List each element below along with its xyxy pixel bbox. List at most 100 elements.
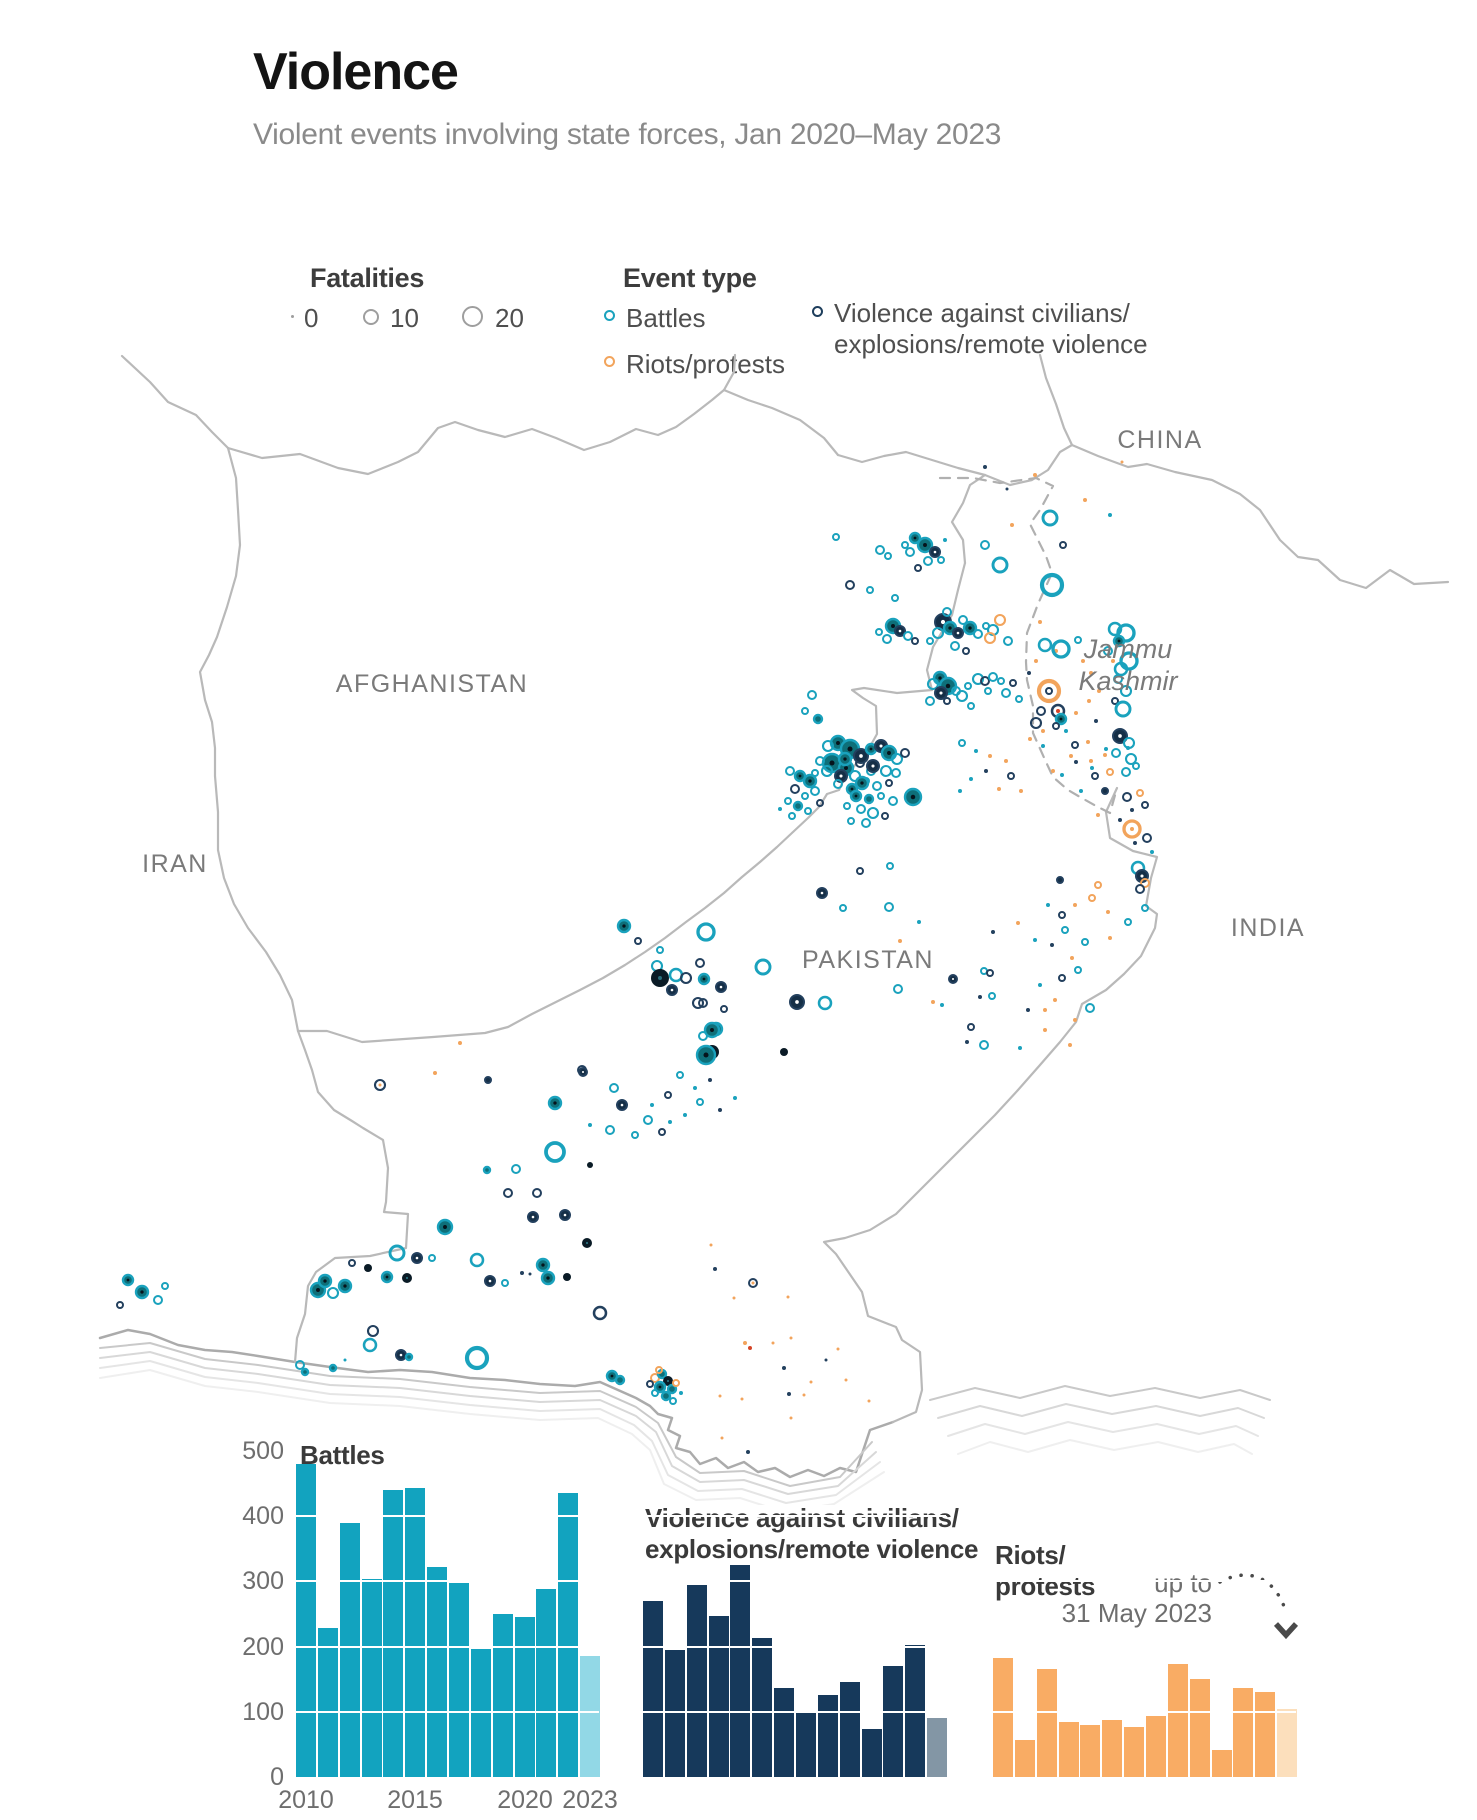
x-tick-2023: 2023 [562, 1786, 618, 1814]
bar-2019 [1189, 1679, 1210, 1777]
map-label-afghanistan: AFGHANISTAN [336, 670, 528, 698]
bar-2012 [686, 1585, 707, 1777]
fatality-size-10-icon [363, 309, 379, 325]
fatality-size-0-icon [291, 315, 294, 318]
gridline-300 [643, 1580, 946, 1583]
arrowhead-icon [1273, 1622, 1299, 1640]
bar-2010 [643, 1601, 663, 1777]
x-tick-2010: 2010 [278, 1786, 334, 1814]
battles-bar-chart [296, 1450, 601, 1777]
bar-2022 [1255, 1692, 1276, 1777]
bar-2013 [361, 1579, 382, 1777]
conflict-events-map: AFGHANISTAN IRAN PAKISTAN CHINA INDIA JammuKa… [98, 353, 1450, 1505]
bar-2020 [514, 1617, 535, 1777]
disputed-border-dashed [938, 476, 1119, 815]
bar-2018 [1167, 1664, 1188, 1777]
bar-2017 [448, 1583, 469, 1777]
event-points [116, 460, 1154, 1454]
battles-legend-label: Battles [626, 303, 706, 333]
annotation-line2: 31 May 2023 [1061, 1598, 1212, 1628]
riots-legend-label: Riots/protests [626, 349, 785, 379]
fatalities-legend-row: 0 10 20 [290, 303, 590, 333]
bar-2016 [427, 1567, 448, 1777]
gridline-100 [296, 1710, 599, 1713]
country-borders [120, 353, 1450, 1424]
bar-2023 [927, 1718, 948, 1777]
vac-legend-label-line2: explosions/remote violence [834, 329, 1148, 359]
riots-bar-chart [993, 1450, 1298, 1777]
bar-2013 [1058, 1722, 1079, 1777]
bar-2010 [993, 1658, 1013, 1777]
annotation-line1: up to [1154, 1568, 1212, 1598]
y-tick-400: 400 [242, 1502, 284, 1530]
y-tick-0: 0 [270, 1763, 284, 1791]
x-tick-2015: 2015 [387, 1786, 443, 1814]
vac-legend-label-line1: Violence against civilians/ [834, 298, 1130, 328]
page-subtitle: Violent events involving state forces, J… [253, 118, 1002, 151]
fatalities-legend-title: Fatalities [310, 263, 425, 293]
bar-2011 [664, 1650, 685, 1777]
riots-legend-icon [604, 356, 615, 367]
gridline-200 [993, 1645, 1296, 1648]
bar-2017 [1145, 1716, 1166, 1777]
bar-2020 [1211, 1750, 1232, 1777]
bar-2012 [339, 1523, 360, 1777]
vac-chart-title: Violence against civilians/ explosions/r… [645, 1503, 979, 1565]
map-label-jammu: Jammu [1083, 634, 1173, 664]
gridline-400 [296, 1515, 599, 1518]
riots-chart-title-line2: protests [995, 1571, 1096, 1601]
vac-legend-icon [812, 306, 823, 317]
bar-2022 [558, 1493, 579, 1777]
bar-2021 [883, 1666, 904, 1777]
map-label-kashmir: Kashmir [1078, 666, 1178, 696]
map-label-india: INDIA [1231, 914, 1305, 942]
bar-2023 [1277, 1709, 1298, 1777]
bar-2018 [817, 1695, 838, 1777]
bar-2015 [1102, 1720, 1123, 1777]
bar-2018 [470, 1649, 491, 1777]
y-tick-100: 100 [242, 1698, 284, 1726]
fatality-size-0-label: 0 [304, 303, 319, 333]
country-labels: AFGHANISTAN IRAN PAKISTAN CHINA INDIA JammuKa… [142, 426, 1305, 974]
riots-chart-title: Riots/ protests [995, 1540, 1095, 1602]
bar-2014 [383, 1490, 404, 1777]
battles-legend-icon [604, 310, 615, 321]
bar-2017 [795, 1713, 816, 1777]
riots-chart-title-line1: Riots/ [995, 1540, 1066, 1570]
gridline-200 [643, 1645, 946, 1648]
gridline-100 [643, 1710, 946, 1713]
bar-2013 [708, 1616, 729, 1777]
gridline-300 [296, 1580, 599, 1583]
vac-chart-title-line1: Violence against civilians/ [645, 1503, 959, 1533]
bar-2014 [730, 1565, 751, 1777]
bar-2021 [536, 1589, 557, 1777]
gridline-400 [643, 1515, 946, 1518]
event-type-legend-title: Event type [623, 263, 757, 293]
bar-2015 [752, 1638, 773, 1777]
fatality-size-20-icon [462, 306, 483, 327]
bar-2014 [1080, 1725, 1101, 1777]
gridline-300 [993, 1580, 1296, 1583]
bar-2023 [580, 1656, 601, 1777]
gridline-400 [993, 1515, 1296, 1518]
bar-2010 [296, 1464, 316, 1777]
map-label-china: CHINA [1117, 426, 1202, 454]
gridline-100 [993, 1710, 1296, 1713]
x-tick-2020: 2020 [497, 1786, 553, 1814]
bar-2019 [839, 1682, 860, 1777]
vac-bar-chart [643, 1450, 948, 1777]
bar-2011 [317, 1628, 338, 1777]
bar-2016 [1124, 1727, 1145, 1777]
gridline-200 [296, 1645, 599, 1648]
bar-2012 [1036, 1669, 1057, 1777]
bar-2016 [774, 1688, 795, 1777]
bar-2015 [405, 1488, 426, 1777]
y-tick-300: 300 [242, 1567, 284, 1595]
annotation-note: up to 31 May 2023 [1000, 1568, 1212, 1628]
coastline [98, 1328, 1271, 1505]
y-tick-500: 500 [242, 1437, 284, 1465]
bar-2011 [1014, 1740, 1035, 1777]
annotation-arrow [1218, 1573, 1299, 1640]
map-label-pakistan: PAKISTAN [802, 946, 934, 974]
